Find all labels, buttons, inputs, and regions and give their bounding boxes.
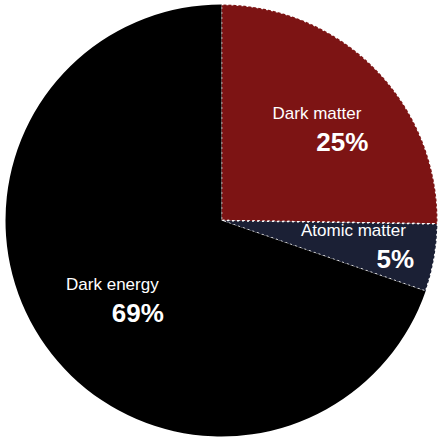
svg-text:Atomic matter: Atomic matter bbox=[301, 221, 406, 240]
svg-text:Dark energy: Dark energy bbox=[66, 275, 159, 294]
svg-text:25%: 25% bbox=[316, 127, 368, 157]
svg-text:Dark matter: Dark matter bbox=[273, 104, 362, 123]
svg-text:5%: 5% bbox=[377, 244, 415, 274]
svg-text:69%: 69% bbox=[112, 298, 164, 328]
